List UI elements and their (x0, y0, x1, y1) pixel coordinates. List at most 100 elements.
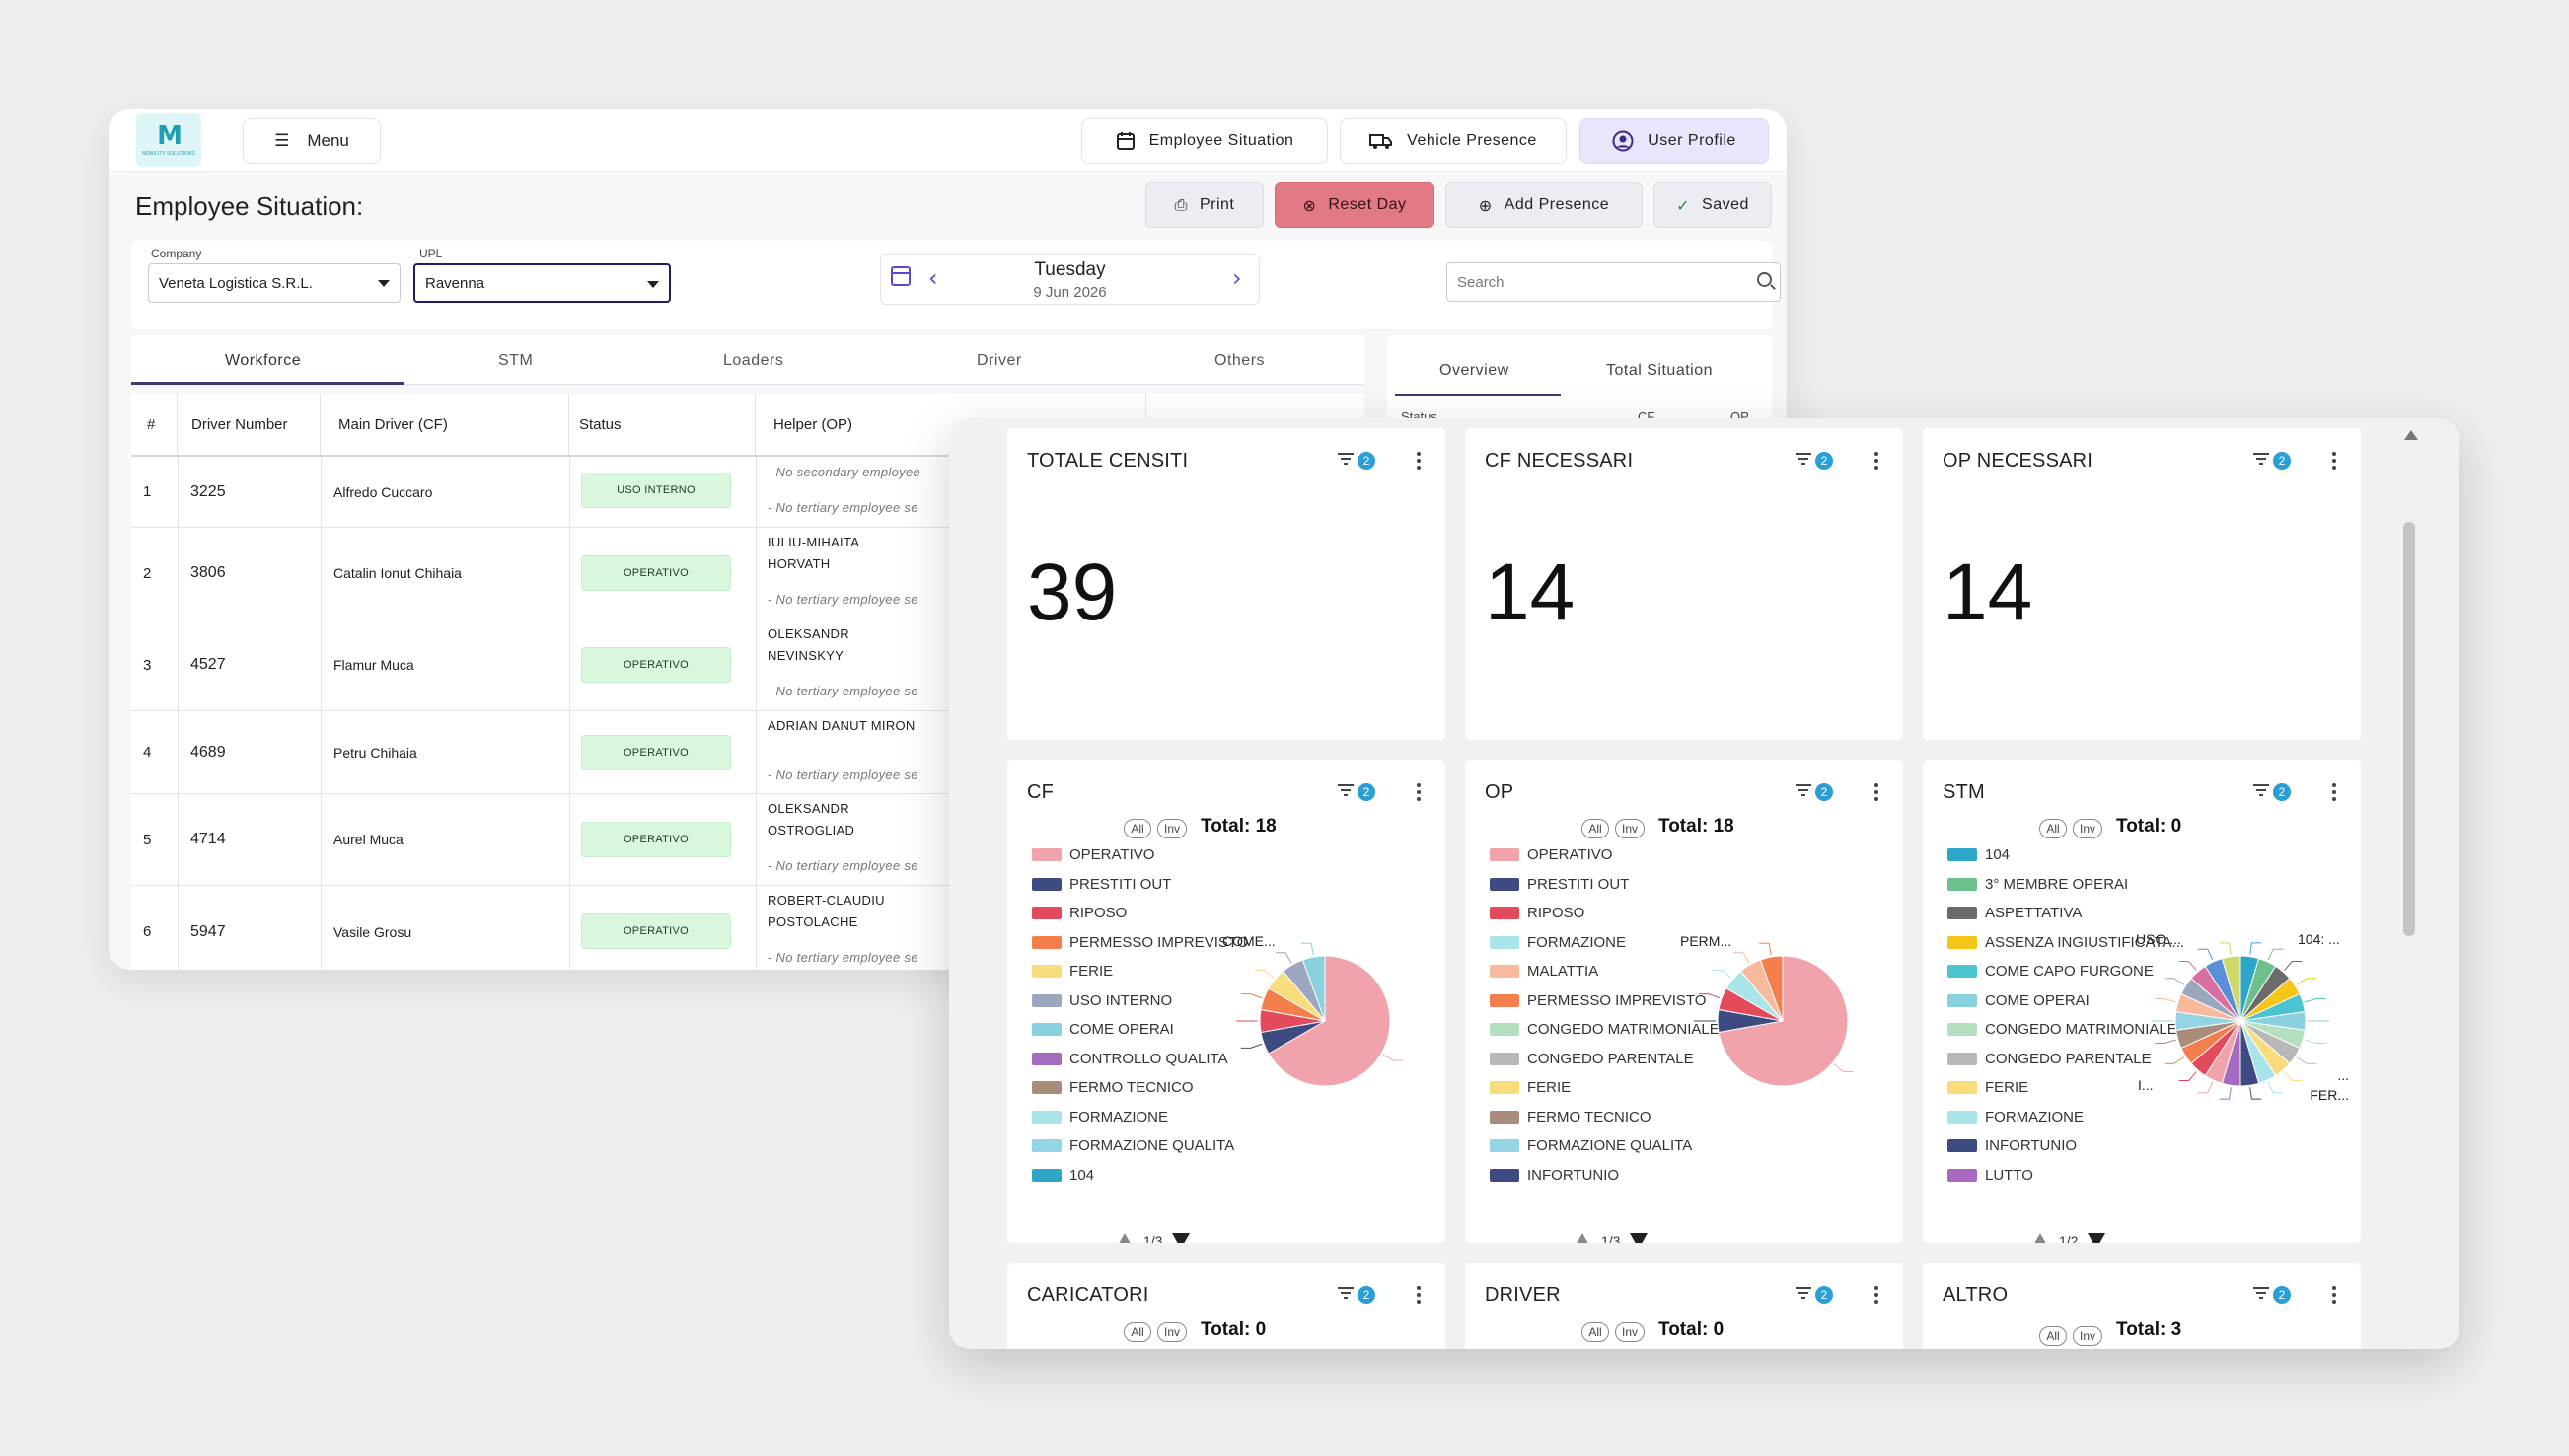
page-up-icon[interactable] (2031, 1233, 2049, 1243)
legend-item[interactable]: 104 (1947, 846, 2010, 863)
more-options-icon[interactable] (2332, 1286, 2336, 1304)
page-down-icon[interactable] (1630, 1233, 1649, 1243)
search-input[interactable]: Search (1446, 262, 1781, 302)
pie-slice[interactable] (1301, 955, 1326, 1022)
tab-overview[interactable]: Overview (1439, 362, 1509, 379)
legend-item[interactable]: PERMESSO IMPREVISTO (1032, 934, 1248, 951)
select-all-chip[interactable]: All (2039, 1326, 2067, 1346)
tab-total-situation[interactable]: Total Situation (1606, 362, 1714, 379)
legend-item[interactable]: RIPOSO (1032, 905, 1127, 921)
legend-item[interactable]: ASSENZA INGIUSTIFICATA... (1947, 934, 2184, 951)
date-picker[interactable]: ‹ Tuesday 9 Jun 2026 › (880, 254, 1260, 305)
legend-item[interactable]: FORMAZIONE (1490, 934, 1626, 951)
scrollbar-thumb[interactable] (2403, 522, 2415, 936)
legend-item[interactable]: OPERATIVO (1032, 846, 1154, 863)
legend-item[interactable]: FORMAZIONE QUALITA (1490, 1137, 1692, 1154)
select-all-chip[interactable]: All (1124, 819, 1151, 838)
legend-item[interactable]: FERIE (1947, 1079, 2028, 1096)
table-row[interactable]: 1 3225 Alfredo Cuccaro USO INTERNO - No … (131, 457, 1364, 528)
invert-chip[interactable]: Inv (1157, 1322, 1187, 1342)
page-up-icon[interactable] (1116, 1233, 1134, 1243)
status-badge[interactable]: OPERATIVO (581, 555, 731, 591)
table-row[interactable]: 2 3806 Catalin Ionut Chihaia OPERATIVO I… (131, 528, 1364, 619)
menu-button[interactable]: ☰ Menu (243, 118, 381, 164)
legend-item[interactable]: CONGEDO MATRIMONIALE (1947, 1021, 2177, 1038)
legend-item[interactable]: CONGEDO MATRIMONIALE (1490, 1021, 1720, 1038)
more-options-icon[interactable] (2332, 452, 2336, 470)
legend-item[interactable]: PRESTITI OUT (1032, 876, 1171, 893)
tab-driver[interactable]: Driver (977, 352, 1022, 369)
more-options-icon[interactable] (1874, 452, 1878, 470)
select-all-chip[interactable]: All (2039, 819, 2067, 838)
legend-item[interactable]: COME OPERAI (1947, 992, 2090, 1009)
filter-icon[interactable] (2253, 783, 2269, 797)
invert-chip[interactable]: Inv (2073, 819, 2102, 838)
company-select[interactable]: Veneta Logistica S.R.L. (148, 263, 401, 303)
legend-item[interactable]: LUTTO (1947, 1167, 2033, 1184)
legend-item[interactable]: RIPOSO (1490, 905, 1584, 921)
legend-item[interactable]: CONGEDO PARENTALE (1947, 1051, 2152, 1067)
invert-chip[interactable]: Inv (1157, 819, 1187, 838)
nav-vehicle-presence[interactable]: Vehicle Presence (1340, 118, 1567, 164)
legend-item[interactable]: FERMO TECNICO (1032, 1079, 1194, 1096)
nav-employee-situation[interactable]: Employee Situation (1081, 118, 1328, 164)
more-options-icon[interactable] (2332, 783, 2336, 801)
legend-item[interactable]: CONTROLLO QUALITA (1032, 1051, 1228, 1067)
legend-item[interactable]: ASPETTATIVA (1947, 905, 2082, 921)
more-options-icon[interactable] (1874, 783, 1878, 801)
status-badge[interactable]: OPERATIVO (581, 822, 731, 857)
select-all-chip[interactable]: All (1581, 1322, 1609, 1342)
tab-others[interactable]: Others (1214, 352, 1266, 369)
pie-slice[interactable] (1268, 955, 1391, 1087)
legend-item[interactable]: PERMESSO IMPREVISTO (1490, 992, 1706, 1009)
more-options-icon[interactable] (1417, 1286, 1421, 1304)
legend-item[interactable]: USO INTERNO (1032, 992, 1172, 1009)
more-options-icon[interactable] (1417, 452, 1421, 470)
page-up-icon[interactable] (1574, 1233, 1591, 1243)
legend-item[interactable]: OPERATIVO (1490, 846, 1612, 863)
tab-stm[interactable]: STM (498, 352, 534, 369)
tab-loaders[interactable]: Loaders (723, 352, 784, 369)
legend-item[interactable]: 3° MEMBRE OPERAI (1947, 876, 2128, 893)
invert-chip[interactable]: Inv (1615, 1322, 1645, 1342)
invert-chip[interactable]: Inv (1615, 819, 1645, 838)
table-row[interactable]: 3 4527 Flamur Muca OPERATIVO OLEKSANDR N… (131, 619, 1364, 711)
filter-icon[interactable] (1338, 783, 1354, 797)
legend-item[interactable]: INFORTUNIO (1947, 1137, 2077, 1154)
filter-icon[interactable] (1796, 783, 1811, 797)
add-presence-button[interactable]: ⊕ Add Presence (1445, 182, 1643, 228)
filter-icon[interactable] (1338, 452, 1354, 466)
scroll-up-icon[interactable] (2404, 430, 2418, 440)
table-row[interactable]: 4 4689 Petru Chihaia OPERATIVO ADRIAN DA… (131, 711, 1364, 794)
select-all-chip[interactable]: All (1581, 819, 1609, 838)
legend-item[interactable]: MALATTIA (1490, 963, 1598, 980)
page-down-icon[interactable] (2088, 1233, 2106, 1243)
legend-item[interactable]: PRESTITI OUT (1490, 876, 1629, 893)
pie-slice[interactable] (2221, 955, 2241, 1022)
legend-item[interactable]: COME OPERAI (1032, 1021, 1174, 1038)
chevron-right-icon[interactable]: › (1232, 264, 1242, 292)
status-badge[interactable]: OPERATIVO (581, 735, 731, 770)
filter-icon[interactable] (1796, 1286, 1811, 1300)
calendar-icon[interactable] (891, 266, 911, 286)
invert-chip[interactable]: Inv (2073, 1326, 2102, 1346)
page-down-icon[interactable] (1172, 1233, 1191, 1243)
legend-item[interactable]: 104 (1032, 1167, 1094, 1184)
pie-slice[interactable] (1759, 955, 1784, 1022)
nav-user-profile[interactable]: User Profile (1579, 118, 1769, 164)
legend-item[interactable]: FERMO TECNICO (1490, 1109, 1652, 1126)
reset-day-button[interactable]: ⊗ Reset Day (1275, 182, 1434, 228)
header-driver-number[interactable]: Driver Number (178, 394, 321, 455)
more-options-icon[interactable] (1417, 783, 1421, 801)
status-badge[interactable]: USO INTERNO (581, 473, 731, 508)
app-logo[interactable]: M MOBILITY SOLUTIONS (136, 113, 201, 167)
legend-item[interactable]: CONGEDO PARENTALE (1490, 1051, 1694, 1067)
tab-workforce[interactable]: Workforce (225, 352, 302, 369)
legend-item[interactable]: FERIE (1032, 963, 1113, 980)
filter-icon[interactable] (2253, 452, 2269, 466)
upl-select[interactable]: Ravenna (413, 263, 671, 303)
legend-item[interactable]: FORMAZIONE (1032, 1109, 1168, 1126)
filter-icon[interactable] (1338, 1286, 1354, 1300)
legend-item[interactable]: COME CAPO FURGONE (1947, 963, 2154, 980)
legend-item[interactable]: FERIE (1490, 1079, 1571, 1096)
